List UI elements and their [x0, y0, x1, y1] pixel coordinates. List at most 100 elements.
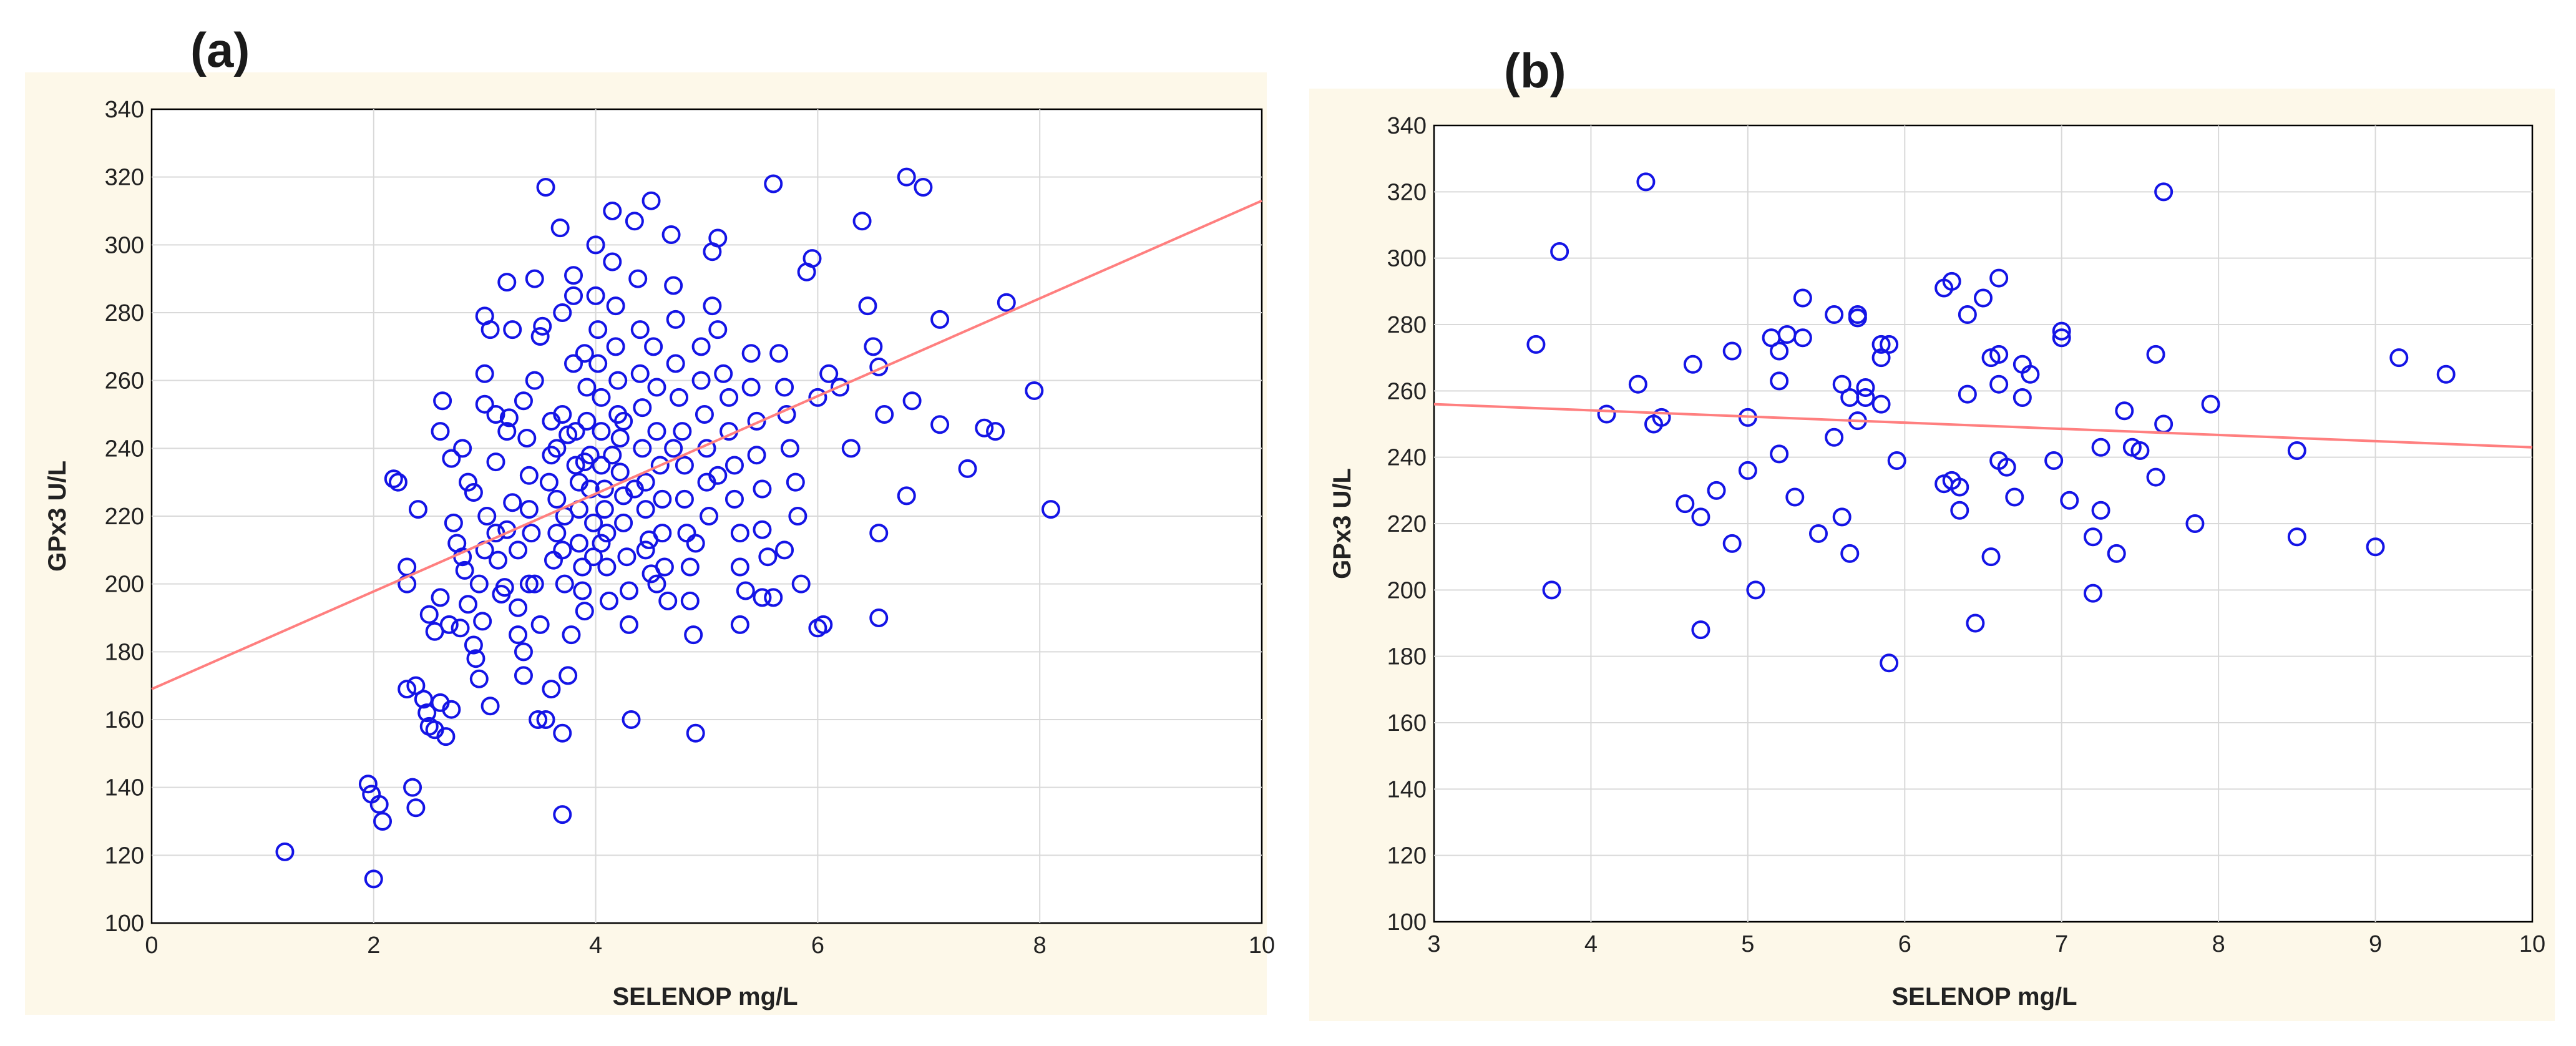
- data-point: [469, 669, 489, 688]
- data-point: [670, 388, 689, 407]
- data-point: [1746, 580, 1765, 600]
- data-point: [464, 482, 483, 502]
- x-tick-label: 0: [145, 932, 158, 959]
- data-point: [680, 591, 700, 610]
- data-point: [1981, 547, 2001, 567]
- data-point: [2060, 491, 2079, 510]
- data-point: [1974, 288, 1993, 308]
- data-point: [497, 422, 517, 441]
- data-point: [453, 439, 472, 458]
- x-tick-label: 10: [2519, 931, 2545, 957]
- data-point: [642, 191, 661, 210]
- y-tick-label: 140: [1387, 776, 1427, 803]
- data-point: [569, 534, 588, 553]
- data-point: [1871, 335, 1891, 354]
- data-point: [442, 449, 461, 468]
- panel-label-a: (a): [190, 22, 250, 77]
- data-point: [753, 588, 772, 607]
- data-point: [633, 398, 652, 418]
- data-point: [364, 869, 383, 889]
- data-point: [373, 812, 393, 831]
- data-point: [406, 798, 426, 818]
- data-point: [633, 439, 652, 458]
- data-point: [451, 618, 470, 638]
- data-point: [808, 388, 827, 407]
- data-point: [573, 557, 592, 577]
- data-point: [466, 649, 485, 668]
- data-point: [566, 456, 585, 475]
- data-point: [495, 578, 514, 597]
- data-point: [675, 489, 694, 509]
- data-point: [858, 296, 877, 316]
- data-point: [588, 320, 608, 340]
- x-axis-label: SELENOP mg/L: [612, 983, 798, 1010]
- data-point: [2115, 401, 2134, 421]
- y-tick-label: 280: [105, 300, 144, 326]
- data-point: [1880, 335, 1899, 354]
- data-point: [691, 337, 711, 356]
- data-point: [614, 411, 633, 431]
- data-point: [1840, 544, 1860, 563]
- data-point: [525, 371, 544, 390]
- data-point: [553, 723, 572, 743]
- data-point: [595, 479, 614, 499]
- data-point: [555, 574, 574, 594]
- data-point: [841, 439, 861, 458]
- data-point: [610, 429, 630, 448]
- data-point: [747, 446, 766, 465]
- data-point: [653, 524, 672, 543]
- data-point: [708, 466, 728, 485]
- data-point: [830, 378, 849, 397]
- data-point: [897, 167, 916, 187]
- data-point: [403, 778, 422, 797]
- data-point: [786, 472, 805, 492]
- data-point: [2389, 348, 2409, 368]
- data-point: [2287, 441, 2306, 461]
- y-tick-label: 200: [1387, 577, 1427, 604]
- data-point: [550, 218, 570, 238]
- data-point: [1856, 378, 1875, 398]
- data-point: [486, 405, 505, 424]
- data-point: [481, 697, 500, 716]
- data-point: [442, 700, 461, 719]
- data-point: [1722, 341, 1742, 361]
- y-tick-label: 240: [1387, 445, 1427, 471]
- data-point: [519, 574, 539, 594]
- data-point: [606, 337, 625, 356]
- data-point: [650, 456, 670, 475]
- data-point: [703, 296, 722, 316]
- y-tick-label: 120: [105, 843, 144, 869]
- data-point: [788, 507, 807, 525]
- data-point: [417, 703, 437, 723]
- data-point: [553, 540, 572, 560]
- data-point: [533, 316, 552, 336]
- data-point: [647, 574, 666, 594]
- data-point: [2154, 182, 2174, 202]
- data-point: [1848, 305, 1867, 325]
- data-point: [753, 479, 772, 499]
- data-point: [1825, 305, 1844, 325]
- data-point: [477, 507, 497, 525]
- data-point: [1683, 354, 1702, 374]
- data-point: [724, 489, 744, 509]
- data-point: [514, 666, 533, 685]
- y-tick-label: 320: [105, 165, 144, 191]
- data-point: [603, 202, 622, 220]
- data-point: [553, 805, 572, 824]
- y-tick-label: 240: [105, 436, 144, 462]
- data-point: [559, 425, 578, 444]
- data-point: [509, 598, 528, 617]
- data-point: [636, 500, 655, 519]
- data-point: [606, 296, 625, 316]
- data-point: [592, 534, 611, 553]
- data-point: [664, 276, 683, 295]
- data-point: [486, 452, 505, 472]
- data-point: [489, 550, 508, 570]
- data-point: [553, 405, 572, 424]
- data-point: [1950, 501, 1969, 520]
- data-point: [630, 364, 650, 383]
- data-point: [547, 524, 567, 543]
- data-point: [741, 344, 761, 363]
- data-point: [564, 266, 583, 285]
- data-point: [1958, 384, 1977, 404]
